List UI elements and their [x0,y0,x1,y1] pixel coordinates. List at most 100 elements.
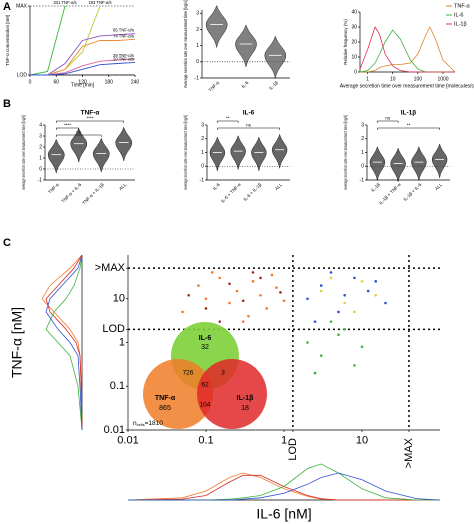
panel-label: C [3,237,11,249]
point [343,293,346,297]
x-tick-label: ALL [434,182,444,192]
density-line [45,254,83,431]
x-tick-label: IL-6 [241,80,250,89]
point [360,280,364,283]
violin [264,35,287,79]
point [306,341,309,344]
chart-title: TNF-α [81,110,100,117]
y-tick-label: -1 [200,177,205,183]
cell-count-n: n [133,420,137,427]
significance-label: **** [86,116,93,121]
venn-label: TNF-α [155,395,176,402]
y-tick-label: 1 [361,150,364,156]
x-tick-label: IL-1β [370,182,381,193]
y-tick-label: >MAX [95,262,126,274]
violin [115,126,133,162]
x-tick-label: IL-1β + IL-6 [402,182,422,202]
series-label: 74 TNF-α/s [113,33,134,38]
y-tick-label: 1 [196,43,199,49]
point [343,301,346,305]
x-tick-label: TNF-α + IL-1β [81,182,105,206]
point [181,310,184,314]
y-tick-label: 0.1 [110,380,125,392]
point [204,307,208,310]
panel-label: A [3,1,11,13]
x-tick-label: 1000 [437,76,448,82]
point [329,276,333,280]
y-tick-label: 10 [113,293,125,305]
violin [369,146,386,181]
cell-count-value: =1810 [145,420,164,427]
x-tick-label: 10 [356,435,368,447]
venn-overlap: 726 [183,370,194,377]
violin [251,136,267,172]
y-tick-label: 0 [361,164,364,170]
density-line [45,254,83,431]
y-tick-label: 0 [201,164,204,170]
violin [230,135,246,170]
x-tick-label: 1 [281,435,287,447]
x-tick-label: ALL [274,182,284,192]
density-line [360,26,456,73]
y-tick-label: 0.01 [104,424,125,436]
point [241,299,245,303]
y-tick-label: MAX [16,3,28,9]
series-label: 193 TNF-α/s [88,0,111,5]
cell-count: ncells=1810 [133,420,163,427]
y-tick-label: -1 [195,75,200,81]
venn-overlap: 104 [200,402,211,409]
venn-circle [143,359,213,429]
x-tick-label: 180 [105,79,114,85]
x-axis-title: Average secretion time over measurement … [340,83,474,89]
point [343,328,346,331]
venn-circle [197,359,267,429]
y-tick-label: -1 [360,177,365,183]
point [204,297,208,301]
x-tick-label: TNF-α [47,182,60,195]
y-axis-title: Average secretion rate over measurement … [343,115,348,190]
significance-bracket [56,127,79,130]
y-tick-label: 1 [201,150,204,156]
violin [411,146,427,181]
y-tick-label: 4 [39,122,42,128]
y-tick-label: 10 [351,54,357,60]
series-label: 65 TNF-α/s [113,28,134,33]
density-line [45,254,83,431]
point [228,301,231,305]
venn-label: IL-6 [199,335,212,342]
point [187,293,190,297]
point [366,289,370,293]
point [228,282,231,286]
y-tick-label: 3 [196,11,199,17]
significance-label: ** [226,116,230,121]
line [30,5,101,76]
point [374,280,378,283]
point [319,284,323,287]
x-axis-title: IL-6 [nM] [256,506,311,522]
point [384,301,387,305]
x-tick-label: 10 [390,76,396,82]
series-label: 28 TNF-α/s [113,53,134,58]
x-tick-label: LOD [287,438,299,461]
point [313,320,317,323]
x-tick-label: 0.1 [198,435,213,447]
line [30,61,136,76]
line [29,5,66,76]
point [247,314,250,318]
point [275,286,278,289]
point [218,276,222,280]
violin [92,137,110,173]
significance-bracket [56,134,102,137]
x-tick-label: TNF-α + IL-6 [61,182,83,204]
x-tick-label: TNF-α [208,80,221,93]
density-line [359,29,455,73]
venn-diagram: IL-6 32 TNF-α 865 IL-1β 18 726 62 3 104 … [133,322,267,429]
point [270,273,274,277]
significance-bracket [377,127,440,130]
y-tick-label: LOD [17,72,28,78]
point [265,307,268,310]
violin [235,24,257,67]
y-tick-label: 2 [39,144,42,150]
